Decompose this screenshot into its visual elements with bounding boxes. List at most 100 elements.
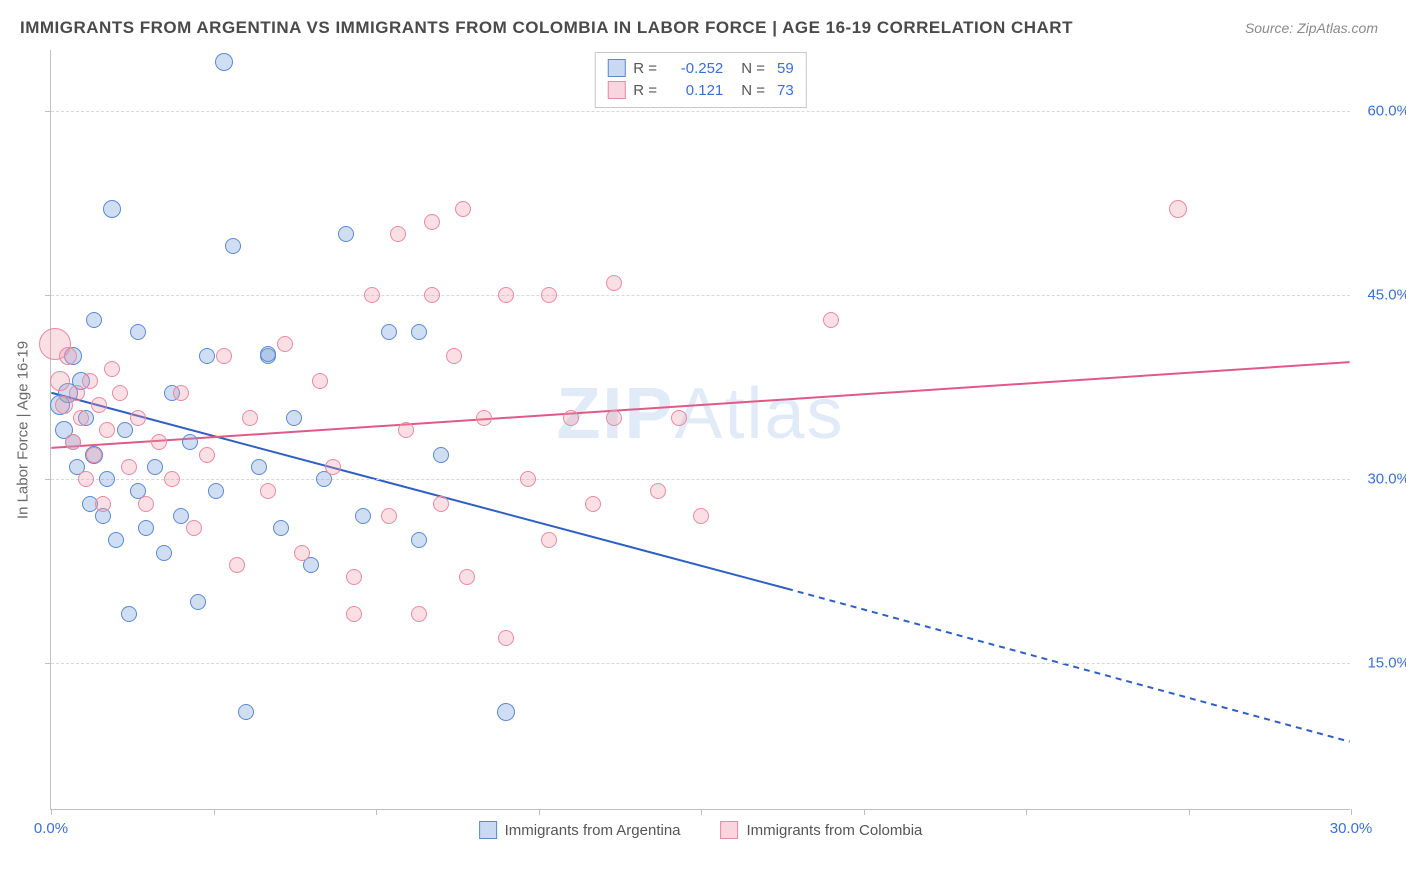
data-point-blue (108, 532, 124, 548)
trend-line-dash-blue (787, 589, 1350, 742)
data-point-blue (238, 704, 254, 720)
data-point-blue (433, 447, 449, 463)
data-point-pink (69, 385, 85, 401)
data-point-blue (497, 703, 515, 721)
data-point-pink (606, 275, 622, 291)
chart-title: IMMIGRANTS FROM ARGENTINA VS IMMIGRANTS … (20, 18, 1073, 38)
legend-row-colombia: R = 0.121 N = 73 (607, 79, 793, 101)
x-tick-mark (376, 809, 377, 815)
data-point-pink (104, 361, 120, 377)
legend-item-colombia: Immigrants from Colombia (721, 821, 923, 839)
source-label: Source: ZipAtlas.com (1245, 20, 1378, 36)
data-point-pink (541, 287, 557, 303)
data-point-pink (82, 373, 98, 389)
data-point-pink (498, 287, 514, 303)
data-point-pink (86, 447, 102, 463)
data-point-pink (78, 471, 94, 487)
data-point-blue (130, 324, 146, 340)
data-point-pink (121, 459, 137, 475)
data-point-blue (286, 410, 302, 426)
data-point-pink (112, 385, 128, 401)
data-point-pink (65, 434, 81, 450)
n-label: N = (741, 60, 765, 77)
data-point-blue (86, 312, 102, 328)
x-tick-mark (1026, 809, 1027, 815)
scatter-chart: In Labor Force | Age 16-19 ZIPAtlas R = … (50, 50, 1350, 810)
x-tick-mark (51, 809, 52, 815)
trend-line-pink (51, 362, 1349, 448)
data-point-pink (95, 496, 111, 512)
data-point-pink (476, 410, 492, 426)
data-point-pink (424, 287, 440, 303)
y-tick-mark (45, 111, 51, 112)
data-point-blue (260, 346, 276, 362)
data-point-pink (325, 459, 341, 475)
data-point-blue (208, 483, 224, 499)
data-point-pink (173, 385, 189, 401)
legend-row-argentina: R = -0.252 N = 59 (607, 57, 793, 79)
data-point-blue (182, 434, 198, 450)
data-point-pink (216, 348, 232, 364)
y-tick-label: 60.0% (1360, 103, 1406, 120)
data-point-pink (294, 545, 310, 561)
data-point-pink (346, 569, 362, 585)
data-point-blue (225, 238, 241, 254)
y-tick-mark (45, 479, 51, 480)
data-point-pink (242, 410, 258, 426)
x-tick-mark (1351, 809, 1352, 815)
y-tick-mark (45, 663, 51, 664)
legend-label-colombia: Immigrants from Colombia (747, 822, 923, 839)
data-point-blue (215, 53, 233, 71)
data-point-pink (151, 434, 167, 450)
data-point-pink (130, 410, 146, 426)
trend-lines (51, 50, 1350, 809)
x-tick-mark (539, 809, 540, 815)
n-value-argentina: 59 (777, 60, 794, 77)
data-point-pink (693, 508, 709, 524)
data-point-pink (164, 471, 180, 487)
series-legend: Immigrants from Argentina Immigrants fro… (479, 821, 923, 839)
gridline (51, 111, 1350, 112)
data-point-pink (186, 520, 202, 536)
data-point-pink (381, 508, 397, 524)
data-point-blue (355, 508, 371, 524)
data-point-blue (117, 422, 133, 438)
data-point-blue (199, 348, 215, 364)
data-point-pink (73, 410, 89, 426)
data-point-pink (99, 422, 115, 438)
data-point-pink (823, 312, 839, 328)
data-point-pink (199, 447, 215, 463)
x-tick-mark (701, 809, 702, 815)
n-value-colombia: 73 (777, 82, 794, 99)
data-point-pink (606, 410, 622, 426)
correlation-legend: R = -0.252 N = 59 R = 0.121 N = 73 (594, 52, 806, 108)
data-point-pink (541, 532, 557, 548)
r-value-argentina: -0.252 (665, 60, 723, 77)
y-tick-label: 15.0% (1360, 654, 1406, 671)
data-point-pink (459, 569, 475, 585)
gridline (51, 663, 1350, 664)
data-point-blue (121, 606, 137, 622)
n-label: N = (741, 82, 765, 99)
data-point-pink (260, 483, 276, 499)
data-point-blue (190, 594, 206, 610)
data-point-pink (671, 410, 687, 426)
x-tick-mark (1189, 809, 1190, 815)
data-point-pink (312, 373, 328, 389)
data-point-pink (585, 496, 601, 512)
data-point-pink (277, 336, 293, 352)
data-point-pink (91, 397, 107, 413)
data-point-blue (251, 459, 267, 475)
r-label: R = (633, 82, 657, 99)
data-point-pink (138, 496, 154, 512)
swatch-pink-icon (607, 81, 625, 99)
data-point-pink (50, 371, 70, 391)
x-tick-mark (864, 809, 865, 815)
data-point-pink (433, 496, 449, 512)
gridline (51, 479, 1350, 480)
data-point-pink (390, 226, 406, 242)
data-point-pink (55, 396, 73, 414)
r-value-colombia: 0.121 (665, 82, 723, 99)
legend-item-argentina: Immigrants from Argentina (479, 821, 681, 839)
data-point-blue (138, 520, 154, 536)
